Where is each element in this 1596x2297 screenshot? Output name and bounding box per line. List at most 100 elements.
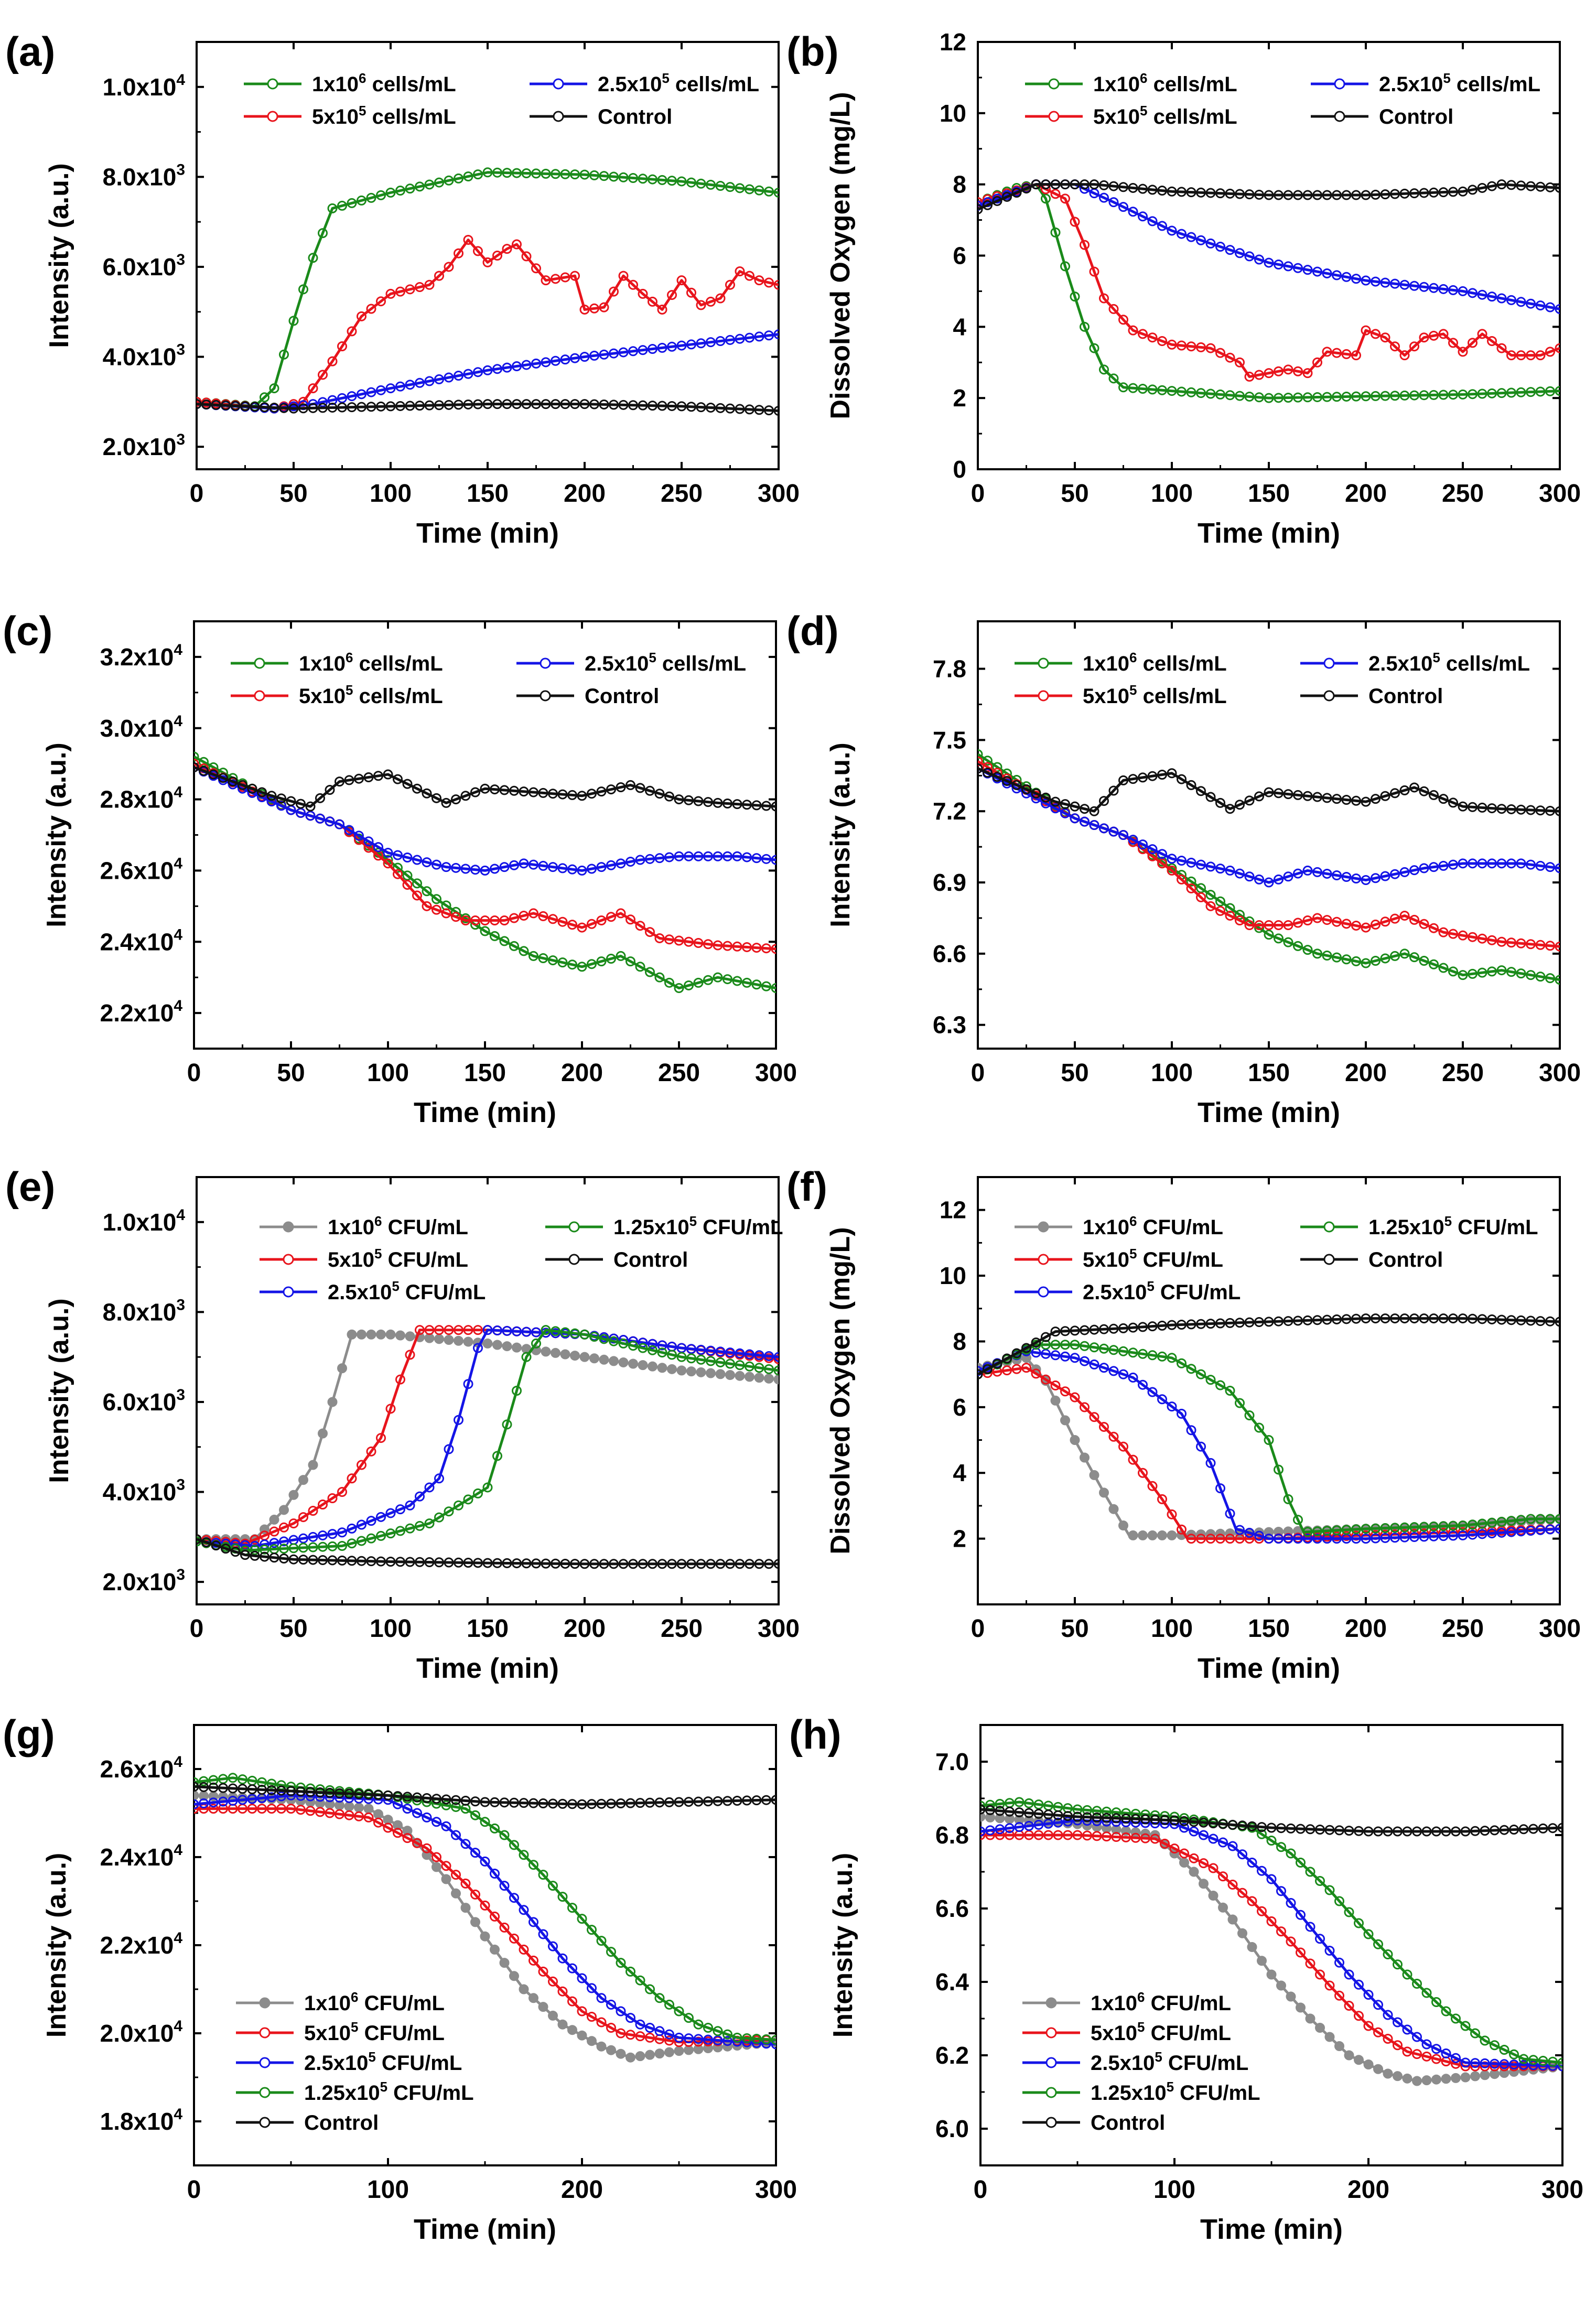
data-point — [1506, 1527, 1516, 1537]
legend-entry: 5x105 cells/mL — [244, 103, 456, 128]
data-point — [657, 304, 667, 315]
data-point — [1438, 794, 1449, 804]
x-tick-label: 100 — [1151, 1615, 1193, 1643]
data-point — [764, 1373, 774, 1384]
data-point — [1167, 1509, 1177, 1519]
data-point — [725, 1369, 735, 1380]
data-point — [1305, 1958, 1315, 1969]
data-point — [1409, 1313, 1419, 1324]
data-point — [405, 184, 415, 194]
y-tick-label: 6 — [953, 1394, 966, 1421]
data-point — [1429, 187, 1439, 198]
data-point — [978, 1369, 983, 1379]
data-point — [451, 862, 461, 873]
data-point — [1247, 1942, 1257, 1952]
data-point — [1293, 918, 1303, 928]
data-point — [238, 1774, 247, 1785]
data-point — [1150, 1834, 1160, 1844]
data-point — [415, 401, 425, 411]
data-point — [1274, 933, 1284, 944]
data-point — [1254, 923, 1264, 933]
data-point — [1421, 1988, 1432, 1998]
data-point — [1060, 179, 1070, 190]
data-point — [579, 169, 590, 180]
data-point — [654, 2026, 665, 2036]
data-point — [454, 1500, 463, 1511]
data-point — [696, 338, 706, 349]
legend-label: 2.5x105 cells/mL — [585, 650, 746, 675]
data-point — [538, 1870, 548, 1880]
data-point — [337, 1540, 347, 1551]
data-point — [609, 400, 619, 410]
x-axis-title: Time (min) — [1198, 517, 1340, 549]
data-point — [1332, 870, 1342, 880]
data-point — [577, 2006, 587, 2016]
data-point — [327, 1397, 338, 1407]
data-point — [1390, 1523, 1400, 1533]
data-point — [1526, 1514, 1536, 1524]
legend-entry: Control — [1311, 105, 1453, 128]
data-point — [1286, 1898, 1296, 1908]
data-point — [1399, 1313, 1410, 1324]
data-point — [490, 1944, 500, 1955]
legend-marker — [1334, 111, 1345, 122]
x-tick-label: 200 — [1345, 480, 1387, 508]
data-point — [1468, 968, 1478, 979]
data-point — [1344, 1907, 1354, 1917]
data-point — [684, 980, 694, 990]
data-point — [1334, 2041, 1344, 2051]
data-point — [560, 399, 570, 409]
data-point — [1167, 865, 1177, 876]
data-point — [1138, 772, 1148, 783]
y-tick-label: 6.6 — [933, 940, 966, 967]
data-point — [1322, 1526, 1332, 1536]
data-point — [434, 400, 444, 411]
data-point — [1393, 2040, 1403, 2051]
data-point — [1092, 1806, 1102, 1816]
data-point — [1080, 1325, 1090, 1335]
data-point — [1302, 945, 1313, 955]
data-point — [1244, 1317, 1255, 1328]
legend-marker — [553, 78, 564, 90]
data-point — [1516, 1515, 1526, 1525]
data-point — [761, 943, 771, 954]
data-point — [626, 2052, 635, 2063]
data-point — [1140, 1814, 1150, 1825]
legend-entry: 5x105 CFU/mL — [1022, 2019, 1231, 2045]
data-point — [735, 333, 745, 344]
data-point — [441, 908, 451, 919]
data-point — [1480, 2058, 1490, 2068]
data-point — [579, 304, 590, 315]
data-point — [1205, 792, 1216, 802]
data-point — [492, 1451, 502, 1461]
data-point — [1118, 202, 1128, 212]
panel-label: (f) — [786, 1163, 827, 1210]
data-point — [1490, 2058, 1500, 2069]
data-point — [1092, 1812, 1102, 1822]
data-point — [703, 939, 713, 950]
data-point — [521, 168, 532, 179]
data-point — [587, 864, 597, 874]
legend-marker — [1038, 657, 1049, 669]
data-point — [1419, 955, 1429, 966]
panel-e: (e)0 50 100 150 200 250 3002.0x1034.0x1036.0x1… — [5, 1163, 800, 1684]
data-point — [366, 1516, 376, 1526]
legend-label: Control — [1379, 105, 1453, 128]
data-point — [1293, 190, 1303, 200]
y-tick-label: 4 — [953, 313, 966, 340]
data-point — [1264, 1435, 1274, 1446]
data-point — [771, 1795, 776, 1805]
data-point — [1138, 1349, 1148, 1359]
data-point — [1509, 1825, 1519, 1835]
data-point — [451, 1888, 461, 1899]
data-point — [347, 1473, 357, 1484]
data-point — [1186, 387, 1196, 397]
data-point — [1312, 266, 1322, 277]
legend-label: 1x106 CFU/mL — [1083, 1213, 1223, 1239]
data-point — [1274, 1534, 1284, 1544]
data-point — [1438, 1521, 1449, 1532]
data-point — [1264, 930, 1274, 940]
data-point — [1283, 1494, 1293, 1504]
data-point — [1196, 859, 1206, 870]
legend-marker — [553, 111, 564, 122]
